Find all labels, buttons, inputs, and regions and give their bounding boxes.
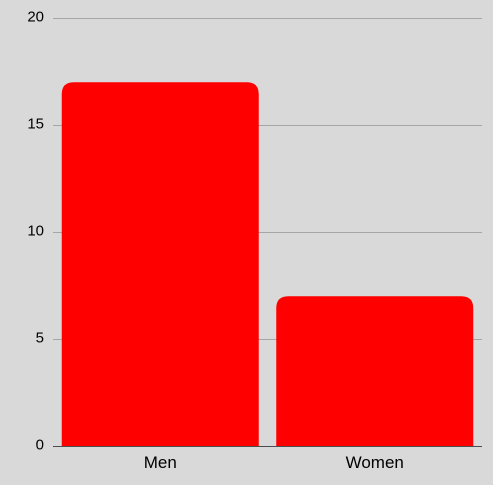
y-tick-label: 20	[27, 8, 44, 25]
labels: 0 5 10 15 20 Men Women	[27, 8, 404, 472]
x-tick-label: Women	[346, 453, 404, 472]
bars	[61, 82, 474, 446]
x-tick-label: Men	[144, 453, 177, 472]
y-tick-label: 15	[27, 115, 44, 132]
y-tick-label: 5	[36, 329, 44, 346]
bar-women	[276, 296, 474, 446]
bar-men	[61, 82, 259, 446]
y-tick-label: 10	[27, 222, 44, 239]
y-tick-label: 0	[36, 436, 44, 453]
